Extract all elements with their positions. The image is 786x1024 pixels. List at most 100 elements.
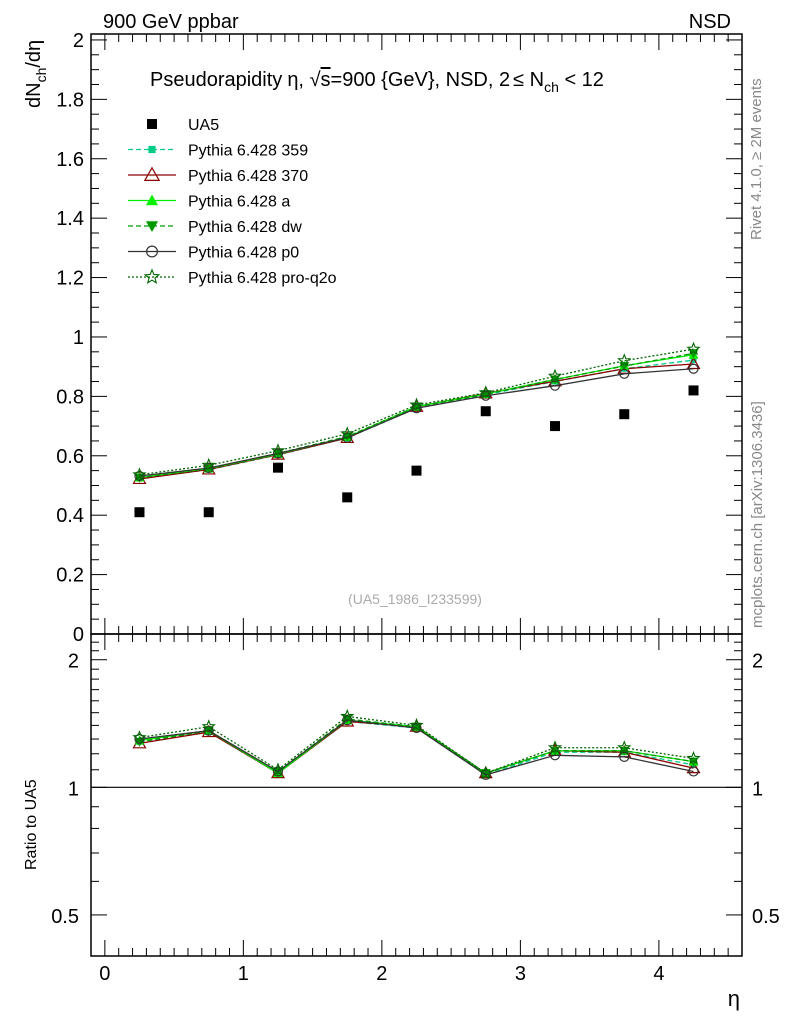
title-le: ≤ [513,69,524,91]
ratio-ytick-label: 0.5 [51,906,79,928]
ratio-marker [134,733,145,745]
xlabel: η [728,986,740,1011]
ratio-ytick-label-right: 1 [752,778,763,800]
ratio-marker [411,722,422,732]
title-part-d: N [524,69,544,91]
main-ytick-label: 0.8 [56,386,84,408]
series-marker [132,467,147,481]
main-axis-ticks: 0 0.2 0.4 0.6 0.8 1 1.2 1.4 1.6 1.8 2 [56,30,742,646]
series-marker [686,356,701,370]
x-tick-label: 4 [653,963,664,985]
main-ytick-label: 2 [73,30,84,52]
ratio-marker [340,708,355,723]
ratio-series [132,708,701,780]
series-marker [547,368,563,383]
series-marker [686,341,701,356]
legend-label: Pythia 6.428 a [188,194,290,211]
ratio-marker [411,722,422,734]
ratio-marker [478,765,493,780]
ratio-marker [132,730,147,744]
main-ylabel: dNch/dη [23,40,49,108]
x-tick-label: 1 [238,963,249,985]
ratio-marker [686,750,701,765]
main-ytick-label: 1 [73,327,84,349]
legend-marker [148,145,156,154]
main-title: Pseudorapidity η, √s=900 {GeV}, NSD, 2 ≤ N… [150,69,604,95]
main-ytick-label: 1.2 [56,268,84,290]
ua5-point [688,385,699,396]
legend-marker [143,166,161,181]
ratio-marker [270,762,286,776]
ratio-marker [547,740,563,754]
ratio-marker [201,719,216,733]
series-line [139,368,694,477]
ua5-point [480,406,491,417]
ratio-ytick-label: 1 [68,778,79,800]
ua5-point [550,421,561,432]
x-tick-label: 3 [515,963,526,985]
ua5-point [342,492,353,503]
ratio-marker [617,740,632,754]
title-sub: ch [544,79,559,95]
series-marker [619,368,630,379]
ratio-line [139,715,694,774]
series-marker [411,403,422,414]
watermark: (UA5_1986_I233599) [348,591,482,607]
title-sqrt: √ [310,69,321,91]
ratio-panel-group: 0.5 0.5 1 1 2 2 [51,633,780,957]
header-left: 900 GeV ppbar [103,11,239,33]
series-marker [478,385,493,399]
main-ytick-label: 1.4 [56,208,84,230]
main-ytick-label: 0.6 [56,446,84,468]
main-ytick-label: 1.6 [56,149,84,171]
x-tick-labels: 0 1 2 3 4 [99,963,664,985]
series-marker [203,462,214,474]
legend-label: Pythia 6.428 359 [188,143,308,160]
series-marker [134,470,145,482]
ratio-ylabel: Ratio to UA5 [23,779,40,870]
series-marker [690,357,697,364]
series-marker [549,380,561,391]
ua5-point [619,409,630,420]
ylabel-a: dN [23,82,45,108]
main-panel-group: 0 0.2 0.4 0.6 0.8 1 1.2 1.4 1.6 1.8 2 [56,30,743,646]
x-tick-label: 2 [376,963,387,985]
main-series [132,341,701,485]
main-ytick-label: 0 [73,624,84,646]
ratio-marker [619,751,630,762]
legend-marker [146,194,158,206]
legend-marker [146,245,159,258]
ua5-point [272,462,283,473]
header-right: NSD [689,11,731,33]
ylabel-sub: ch [33,68,49,83]
legend-marker-ua5 [147,119,157,129]
ua5-point [134,507,145,518]
series-line [139,352,694,479]
series-line [139,348,694,476]
legend-label-ua5: UA5 [188,117,219,134]
series-marker [270,443,286,457]
ratio-marker [272,766,284,777]
rivet-label: Rivet 4.1.0, ≥ 2M events [748,78,765,240]
title-part-b: η, [287,69,309,91]
ratio-ytick-label-right: 0.5 [752,906,780,928]
title-s: s [321,69,331,91]
legend-label: Pythia 6.428 370 [188,168,308,185]
ua5-point [411,465,422,476]
main-ytick-label: 1.8 [56,89,84,111]
series-marker [201,457,216,472]
main-ytick-label: 0.2 [56,565,84,587]
ratio-marker [688,766,699,777]
series-marker [688,363,699,374]
ratio-marker [409,717,424,732]
main-ytick-label: 0.4 [56,505,84,527]
title-part-c: =900 {GeV}, NSD, 2 [331,69,511,91]
ratio-marker [480,769,491,780]
ua5-point [203,507,214,518]
ratio-marker [203,725,214,736]
legend-label: Pythia 6.428 pro-q2o [188,270,337,287]
legend: UA5 Pythia 6.428 359 Pythia 6.428 370 Pythi… [128,117,337,287]
ratio-panel-frame [90,633,743,957]
